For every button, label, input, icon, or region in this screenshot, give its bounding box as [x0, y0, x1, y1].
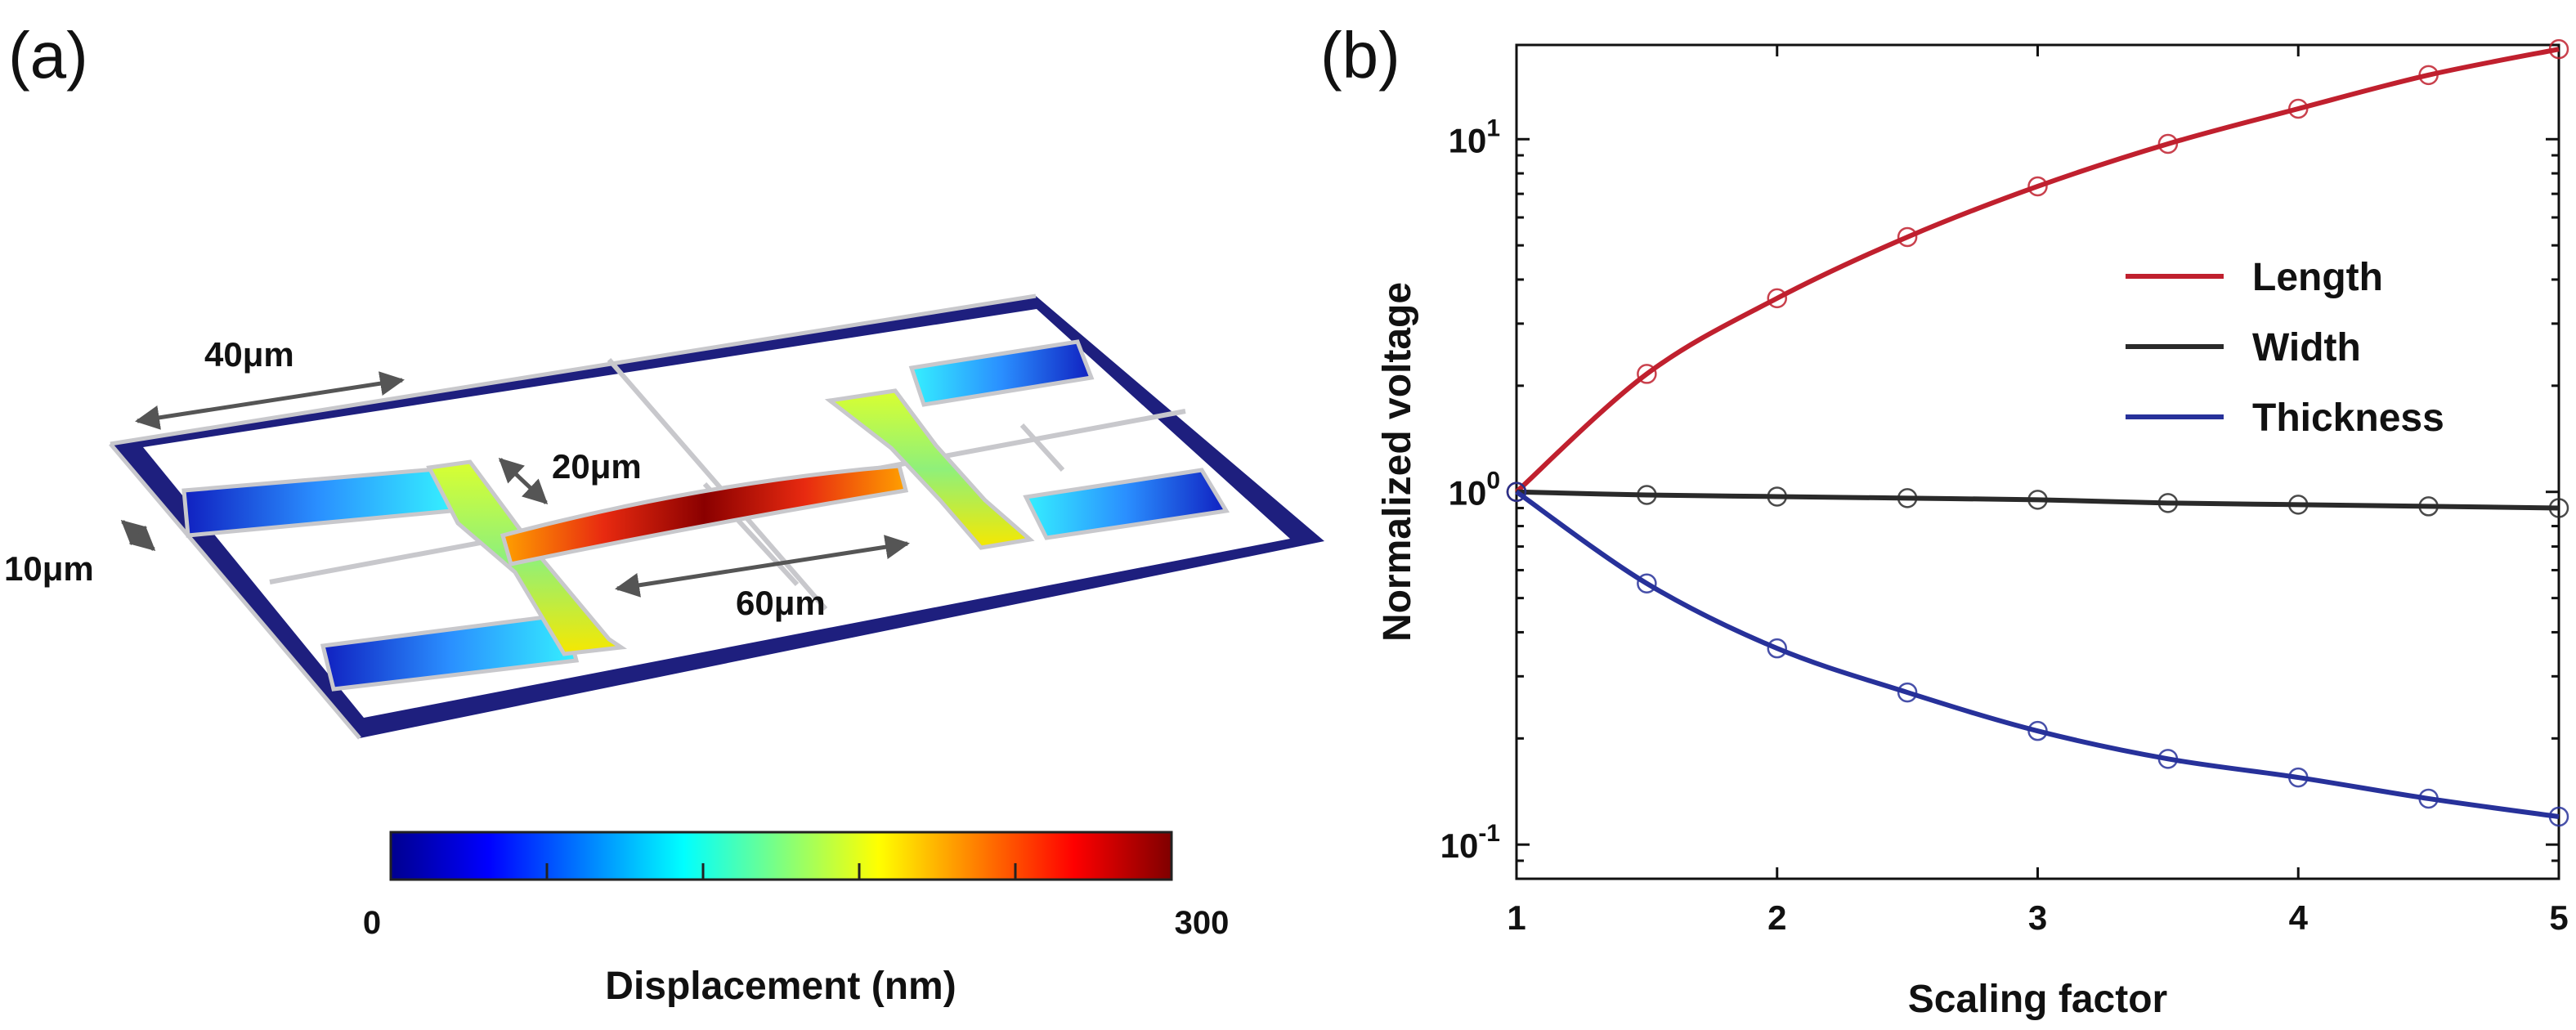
y-tick-label: 100 — [1449, 468, 1500, 513]
data-point-length — [1897, 226, 1918, 248]
data-point-thickness — [1767, 638, 1787, 659]
x-tick-label: 5 — [2549, 898, 2568, 937]
colorbar-max-label: 300 — [1175, 905, 1230, 941]
label-40um: 40μm — [204, 335, 294, 374]
data-point-width — [2418, 496, 2439, 517]
panel-a-label: (a) — [8, 19, 88, 92]
plot-frame — [1515, 43, 2560, 880]
data-point-width — [2288, 495, 2309, 515]
data-point-width — [1897, 488, 1918, 508]
data-point-width — [2157, 493, 2179, 513]
data-point-length — [1637, 364, 1657, 384]
legend-label-thickness: Thickness — [2252, 396, 2444, 440]
colorbar-gradient — [389, 831, 1173, 881]
series-line-length — [1514, 47, 2560, 494]
data-point-width — [2548, 498, 2569, 518]
data-point-length — [2418, 65, 2439, 86]
support-beam-cross-right — [1019, 423, 1065, 472]
data-point-thickness — [2288, 767, 2309, 788]
data-point-length — [2548, 38, 2569, 60]
data-point-thickness — [1637, 573, 1657, 594]
beam-right-upper — [908, 339, 1095, 407]
data-point-width — [1637, 485, 1657, 505]
data-point-width — [1767, 486, 1787, 507]
beam-left-lower — [320, 612, 580, 692]
data-point-thickness — [2027, 720, 2048, 741]
data-point-thickness — [1897, 682, 1918, 703]
panel-a: (a) — [4, 19, 1324, 1008]
label-10um: 10μm — [4, 549, 94, 588]
chart: 1 2 3 4 5 101 100 10-1 Scaling factor Normalized … — [1376, 38, 2569, 1021]
data-point-thickness — [2157, 749, 2179, 769]
arrow-20um — [498, 457, 549, 505]
colorbar-title: Displacement (nm) — [605, 965, 956, 1008]
colorbar: 0 300 Displacement (nm) — [363, 831, 1230, 1008]
x-tick-label: 2 — [1767, 898, 1786, 937]
x-tick-label: 1 — [1507, 898, 1525, 937]
y-axis-title: Normalized voltage — [1376, 282, 1419, 642]
y-tick-label: 101 — [1449, 114, 1500, 159]
data-point-thickness — [1506, 481, 1527, 502]
data-point-thickness — [2418, 788, 2439, 809]
x-tick-label: 3 — [2028, 898, 2047, 937]
colorbar-min-label: 0 — [363, 905, 381, 941]
data-point-length — [1767, 288, 1787, 309]
data-point-length — [2157, 133, 2179, 154]
colorbar-ticks — [545, 863, 1017, 880]
y-tick-label: 10-1 — [1440, 820, 1500, 865]
legend-label-width: Width — [2252, 326, 2361, 369]
data-point-length — [2288, 98, 2309, 119]
anchor-right — [824, 388, 1035, 550]
legend-label-length: Length — [2252, 256, 2383, 299]
arrow-10um — [120, 519, 156, 552]
label-20um: 20μm — [552, 447, 642, 486]
dimension-arrows — [120, 371, 910, 598]
label-60um: 60μm — [736, 584, 826, 622]
data-point-thickness — [2548, 806, 2569, 827]
x-tick-label: 4 — [2289, 898, 2309, 937]
data-point-width — [2027, 490, 2048, 510]
x-axis-title: Scaling factor — [1908, 978, 2167, 1021]
panel-b-label: (b) — [1320, 19, 1400, 92]
beam-right-lower — [1023, 468, 1230, 540]
series-line-thickness — [1515, 490, 2560, 819]
arrow-60um — [615, 535, 910, 598]
arrow-40um — [135, 371, 405, 430]
series-line-width — [1516, 489, 2560, 511]
panel-b: (b) 1 2 3 4 5 101 100 10-1 Scaling factor Normali… — [1320, 19, 2569, 1021]
data-point-length — [2027, 176, 2048, 197]
